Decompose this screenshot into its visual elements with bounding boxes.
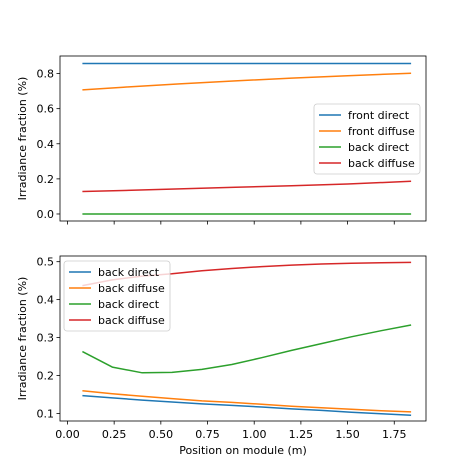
- x-tick-label: 0.50: [149, 428, 174, 441]
- legend-label: back direct: [98, 266, 160, 279]
- y-tick-label: 0.4: [37, 294, 55, 307]
- axes-frame: [59, 255, 427, 422]
- legend-label: front diffuse: [348, 125, 415, 138]
- y-tick-label: 0.1: [37, 407, 55, 420]
- series-line-1-1: [82, 389, 412, 413]
- y-axis-label: Irradiance fraction (%): [16, 77, 29, 201]
- legend-box: [63, 260, 171, 332]
- series-line-1-2: [82, 324, 412, 374]
- legend-box: [313, 103, 421, 175]
- legend-label: back diffuse: [98, 282, 165, 295]
- legend-label: back diffuse: [98, 314, 165, 327]
- x-tick-label: 1.50: [335, 428, 360, 441]
- y-tick-label: 0.4: [37, 138, 55, 151]
- x-tick-label: 1.00: [242, 428, 267, 441]
- x-tick-label: 0.00: [55, 428, 80, 441]
- series-line-0-1: [82, 72, 412, 91]
- y-tick-label: 0.3: [37, 332, 55, 345]
- top-subplot: 0.0 0.2 0.4 0.6 0.8 Irradiance fraction (%) fr…: [16, 55, 427, 225]
- series-line-0-3: [82, 180, 412, 193]
- series-line-1-0: [82, 394, 412, 417]
- x-tick-label: 0.75: [195, 428, 220, 441]
- y-tick-label: 0.6: [37, 103, 55, 116]
- x-tick-label: 1.25: [289, 428, 314, 441]
- legend-label: back direct: [348, 141, 410, 154]
- y-tick-label: 0.8: [37, 68, 55, 81]
- y-tick-label: 0.2: [37, 369, 55, 382]
- legend-label: back diffuse: [348, 157, 415, 170]
- y-tick-label: 0.5: [37, 256, 55, 269]
- axes-frame: [59, 55, 427, 222]
- x-tick-label: 1.75: [382, 428, 407, 441]
- y-tick-label: 0.0: [37, 208, 55, 221]
- x-axis-label: Position on module (m): [179, 444, 307, 457]
- legend-label: front direct: [348, 109, 410, 122]
- legend: front direct front diffuse back direct back…: [313, 103, 421, 175]
- bottom-subplot: 0.00 0.25 0.50 0.75 1.00 1.25 1.50 1.75 0.1 0.2 0.…: [16, 255, 427, 457]
- y-tick-label: 0.2: [37, 173, 55, 186]
- y-axis-label: Irradiance fraction (%): [16, 277, 29, 401]
- legend: back direct back diffuse back direct back d…: [63, 260, 171, 332]
- x-tick-label: 0.25: [102, 428, 127, 441]
- legend-label: back direct: [98, 298, 160, 311]
